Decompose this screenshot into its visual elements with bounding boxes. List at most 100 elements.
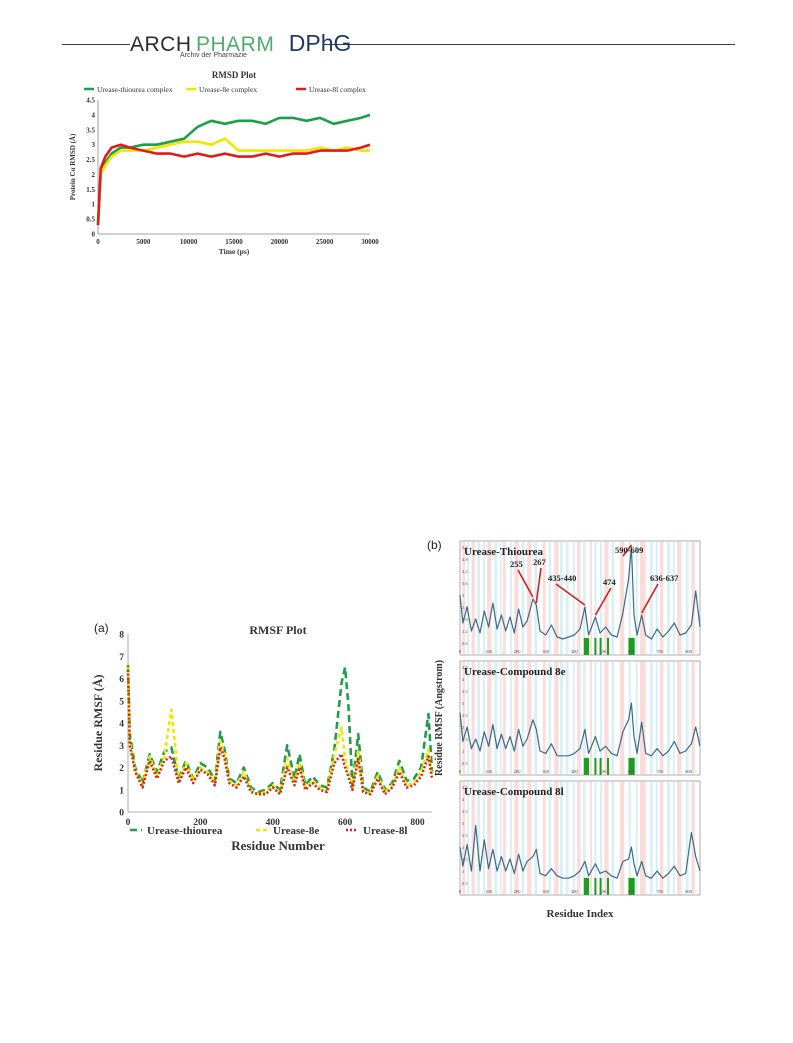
strand-band: [611, 541, 615, 655]
strand-band: [534, 661, 538, 775]
rmsf-annotation-arrow: [535, 567, 542, 604]
helix-band: [691, 781, 695, 895]
rmsd-series-line: [96, 137, 370, 226]
strand-band: [565, 781, 569, 895]
strand-band: [582, 661, 586, 775]
rmsf-index-y-tick-label: 2: [462, 845, 464, 850]
rmsf-x-tick-label: 600: [338, 818, 353, 828]
rmsf-index-y-tick-label: 3: [462, 701, 465, 706]
strand-band: [600, 541, 603, 655]
rmsf-series-line: [126, 669, 434, 796]
strand-band: [560, 781, 563, 895]
helix-band: [660, 781, 664, 895]
rmsd-x-tick-label: 15000: [225, 238, 243, 246]
helix-band: [620, 541, 625, 655]
rmsf-annotation-label: 590-609: [615, 545, 643, 555]
strand-band: [628, 781, 631, 895]
helix-band: [487, 781, 492, 895]
strand-band: [655, 781, 658, 895]
strand-band: [560, 541, 563, 655]
strand-band: [672, 661, 675, 775]
rmsf-index-x-tick-label: 200: [514, 889, 522, 894]
rmsd-x-tick-label: 10000: [180, 238, 198, 246]
helix-band: [527, 781, 532, 895]
rmsf-y-tick-label: 2: [119, 764, 124, 774]
helix-band: [604, 541, 609, 655]
strand-band: [477, 661, 480, 775]
rmsd-y-tick-label: 4: [92, 111, 96, 119]
helix-band: [542, 661, 546, 775]
rmsf-annotation-label: 636-637: [650, 573, 679, 583]
strand-band: [672, 541, 675, 655]
rmsf-index-y-tick-label: 1.5: [462, 857, 468, 862]
rmsf-y-axis-label: Residue RMSF (Å): [91, 675, 105, 772]
header-rule-right: [323, 44, 735, 45]
strand-band: [611, 781, 615, 895]
strand-band: [572, 661, 575, 775]
rmsf-legend-label: Urease-thiourea: [147, 825, 223, 837]
rmsd-x-tick-label: 20000: [271, 238, 289, 246]
helix-band: [554, 541, 559, 655]
strand-band: [467, 781, 470, 895]
logo-subtitle: Archiv der Pharmazie: [180, 52, 247, 59]
rmsf-index-x-tick-label: 800: [685, 769, 693, 774]
logo-dphg: DPhG: [288, 30, 352, 56]
rmsf-index-y-tick-label: 1.2: [462, 629, 468, 634]
rmsf-index-y-tick-label: 2.5: [462, 713, 468, 718]
rmsf-index-x-tick-label: 600: [628, 889, 636, 894]
rmsf-index-y-tick-label: 5.4: [462, 545, 468, 550]
rmsd-x-tick-label: 30000: [361, 238, 379, 246]
strand-band: [521, 661, 525, 775]
strand-band: [635, 541, 638, 655]
rmsf-index-x-tick-label: 800: [685, 889, 693, 894]
rmsf-y-tick-label: 5: [119, 697, 124, 707]
rmsf-index-x-tick-label: 500: [599, 649, 607, 654]
rmsf-index-y-tick-label: 2.5: [462, 833, 468, 838]
helix-band: [677, 781, 682, 895]
strand-band: [560, 661, 563, 775]
rmsf-y-tick-label: 3: [119, 742, 124, 752]
helix-band: [677, 541, 682, 655]
strand-band: [572, 541, 575, 655]
rmsf-index-x-tick-label: 600: [628, 649, 636, 654]
helix-band: [660, 661, 664, 775]
rmsf-index-panel-title: Urease-Thiourea: [464, 546, 544, 558]
logo-arch: ARCH: [130, 33, 192, 56]
rmsf-index-chart: (b)0.61.21.82.433.64.24.85.40 100 200 300 40…: [427, 538, 701, 920]
strand-band: [521, 541, 525, 655]
helix-band: [677, 661, 682, 775]
strand-band: [594, 541, 597, 655]
helix-band: [577, 661, 581, 775]
rmsf-chart: (a) RMSF Plot 0 1 2 3 4 5 6 7 8 0 200 400 600 800 Residu…: [91, 621, 434, 853]
strand-band: [510, 541, 512, 655]
strand-band: [521, 781, 525, 895]
rmsf-index-y-tick-label: 4: [462, 677, 465, 682]
helix-band: [487, 661, 492, 775]
strand-band: [667, 661, 670, 775]
strand-band: [477, 541, 480, 655]
rmsd-y-tick-label: 2: [92, 171, 96, 179]
strand-band: [534, 541, 538, 655]
helix-band: [462, 781, 466, 895]
rmsf-y-tick-label: 4: [119, 720, 124, 730]
helix-band: [527, 661, 532, 775]
rmsf-index-x-tick-label: 100: [485, 889, 493, 894]
strand-band: [494, 661, 498, 775]
strand-band: [477, 781, 480, 895]
logo-pharm: PHARM: [195, 33, 275, 56]
rmsf-index-y-tick-label: 4.2: [462, 569, 468, 574]
helix-band: [471, 661, 475, 775]
strand-band: [467, 541, 470, 655]
strand-band: [500, 661, 502, 775]
rmsd-title: RMSD Plot: [212, 70, 256, 80]
helix-band: [554, 661, 559, 775]
rmsf-index-y-tick-label: 3.5: [462, 809, 468, 814]
rmsf-index-x-tick-label: 300: [542, 769, 550, 774]
helix-band: [590, 541, 592, 655]
strand-band: [565, 661, 569, 775]
rmsf-annotation-label: 267: [533, 557, 547, 567]
helix-band: [527, 541, 532, 655]
rmsf-index-y-tick-label: 2.4: [462, 605, 468, 610]
strand-band: [635, 661, 638, 775]
rmsf-index-y-tick-label: 3.5: [462, 689, 468, 694]
